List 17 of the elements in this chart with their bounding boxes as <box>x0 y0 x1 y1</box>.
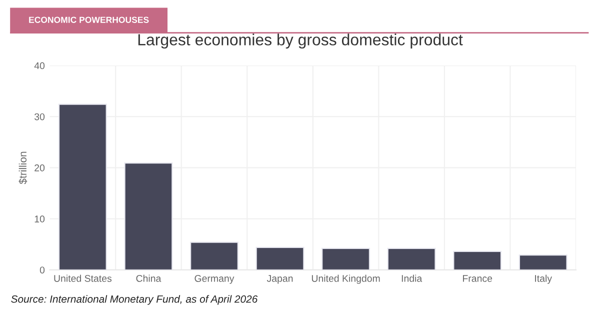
x-tick-label: United Kingdom <box>312 274 380 284</box>
x-tick-label: India <box>402 274 422 282</box>
y-tick-label: 0 <box>40 266 45 274</box>
y-tick-label: 20 <box>34 164 45 172</box>
chart-title: Largest economies by gross domestic product <box>138 34 463 49</box>
x-tick-label: Germany <box>194 275 234 284</box>
y-tick-label: 10 <box>34 216 45 222</box>
y-tick-label: 40 <box>34 62 45 70</box>
x-tick-label: China <box>136 274 162 282</box>
x-tick-label: United States <box>54 274 112 282</box>
x-tick-label: Italy <box>535 274 552 284</box>
text: ECONOMIC POWERHOUSES <box>29 16 149 23</box>
y-tick-label: 30 <box>34 113 45 120</box>
source-note: Source: International Monetary Fund, as of April 2026 <box>11 295 258 305</box>
x-tick-label: Japan <box>266 275 293 284</box>
x-tick-label: France <box>463 275 492 282</box>
y-axis-title: $trillion <box>18 152 28 184</box>
